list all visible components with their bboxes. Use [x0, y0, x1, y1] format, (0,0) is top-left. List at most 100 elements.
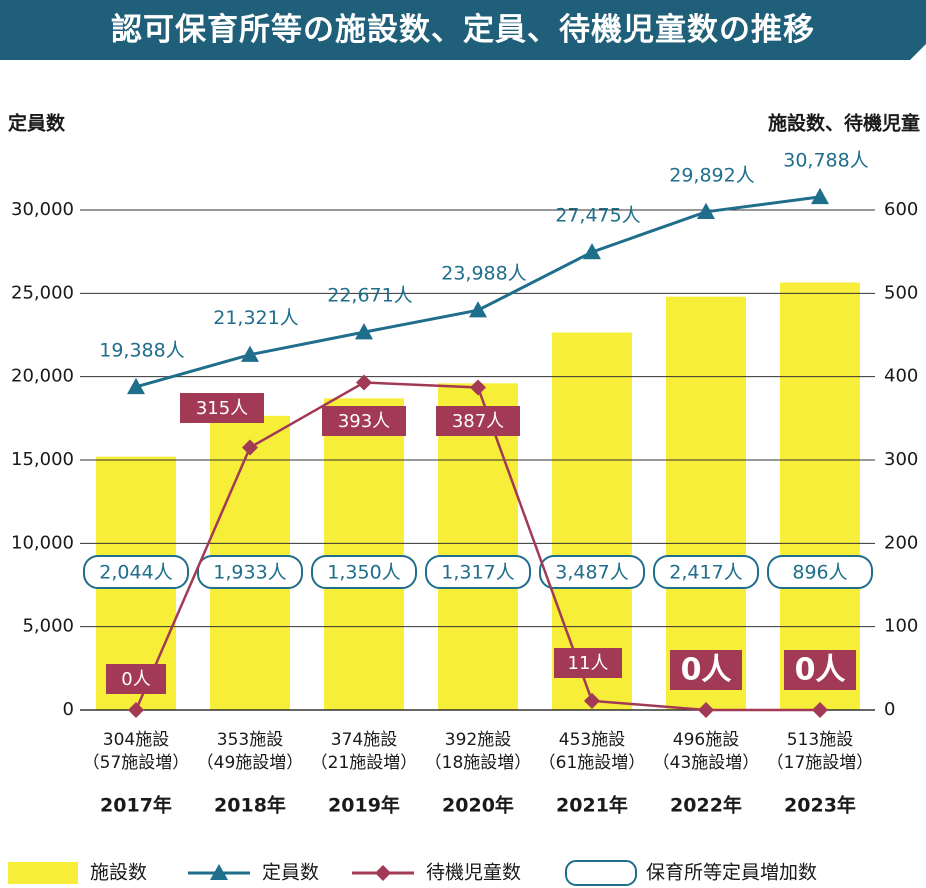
facility-increase-label: （49施設増）	[197, 753, 304, 773]
left-tick-label: 25,000	[11, 282, 74, 303]
bar-facilities-2019年	[324, 398, 404, 710]
left-axis-title: 定員数	[8, 112, 66, 135]
legend-marker-waiting	[375, 865, 391, 881]
left-tick-label: 10,000	[11, 532, 74, 553]
waiting-label-box	[670, 650, 742, 690]
bar-facilities-2021年	[552, 332, 632, 710]
waiting-data-label: 0人	[795, 653, 846, 688]
facility-increase-label: （61施設増）	[539, 753, 646, 773]
capacity-increase-label: 896人	[792, 562, 847, 584]
capacity-increase-box	[83, 555, 189, 589]
waiting-data-label: 11人	[568, 653, 609, 674]
facility-increase-label: （17施設増）	[767, 753, 874, 773]
waiting-point	[812, 702, 828, 718]
waiting-data-label: 0人	[681, 653, 732, 688]
right-tick-label: 0	[884, 699, 895, 720]
legend-swatch-bar	[8, 862, 78, 884]
right-tick-label: 100	[884, 616, 918, 637]
x-tick-label: 2022年	[670, 794, 742, 817]
capacity-increase-box	[539, 555, 645, 589]
x-tick-label: 2023年	[784, 794, 856, 817]
right-tick-label: 400	[884, 366, 918, 387]
capacity-increase-box	[767, 555, 873, 589]
capacity-data-label: 29,892人	[669, 164, 754, 186]
capacity-increase-box	[653, 555, 759, 589]
capacity-data-label: 27,475人	[555, 205, 640, 227]
legend-swatch-increase	[565, 860, 637, 886]
facility-count-label: 513施設	[787, 730, 853, 750]
facility-increase-label: （57施設増）	[83, 753, 190, 773]
chart-title: 認可保育所等の施設数、定員、待機児童数の推移	[111, 12, 815, 48]
capacity-increase-label: 2,044人	[99, 562, 172, 584]
left-tick-label: 30,000	[11, 199, 74, 220]
waiting-data-label: 315人	[196, 398, 248, 419]
x-tick-label: 2020年	[442, 794, 514, 817]
capacity-increase-box	[311, 555, 417, 589]
right-tick-label: 600	[884, 199, 918, 220]
facility-increase-label: （18施設増）	[425, 753, 532, 773]
left-tick-label: 20,000	[11, 366, 74, 387]
waiting-data-label: 0人	[121, 669, 150, 690]
x-tick-label: 2017年	[100, 794, 172, 817]
capacity-point	[127, 377, 145, 395]
legend-label: 定員数	[262, 862, 319, 884]
waiting-point	[356, 374, 372, 391]
waiting-point	[584, 692, 600, 709]
waiting-point	[242, 439, 258, 456]
waiting-label-box	[322, 406, 406, 436]
x-tick-label: 2021年	[556, 794, 628, 817]
facility-count-label: 353施設	[217, 730, 283, 750]
bar-facilities-2020年	[438, 383, 518, 710]
bar-facilities-2023年	[780, 282, 860, 710]
x-tick-label: 2019年	[328, 794, 400, 817]
waiting-label-box	[106, 664, 166, 694]
capacity-increase-label: 1,350人	[327, 562, 400, 584]
facility-count-label: 392施設	[445, 730, 511, 750]
x-tick-label: 2018年	[214, 794, 286, 817]
capacity-increase-label: 3,487人	[555, 562, 628, 584]
capacity-point	[241, 345, 259, 362]
waiting-point	[128, 702, 144, 718]
capacity-data-label: 22,671人	[327, 285, 412, 307]
waiting-point	[698, 702, 714, 718]
title-banner-shape	[0, 0, 926, 60]
legend-marker-capacity	[210, 864, 228, 880]
capacity-data-label: 23,988人	[441, 263, 526, 285]
capacity-increase-label: 1,933人	[213, 562, 286, 584]
capacity-point	[469, 301, 487, 318]
facility-increase-label: （43施設増）	[653, 753, 760, 773]
right-tick-label: 300	[884, 449, 918, 470]
right-axis-title: 施設数、待機児童	[768, 112, 920, 135]
title-banner: 認可保育所等の施設数、定員、待機児童数の推移	[0, 0, 926, 60]
capacity-point	[811, 187, 829, 205]
waiting-label-box	[436, 406, 520, 436]
legend-label: 保育所等定員増加数	[646, 862, 817, 884]
waiting-label-box	[784, 650, 856, 690]
facility-increase-label: （21施設増）	[311, 753, 418, 773]
facility-count-label: 496施設	[673, 730, 739, 750]
facility-count-label: 374施設	[331, 730, 397, 750]
capacity-data-label: 30,788人	[783, 149, 868, 171]
bar-facilities-2022年	[666, 296, 746, 710]
right-tick-label: 500	[884, 282, 918, 303]
left-tick-label: 0	[63, 699, 74, 720]
right-tick-label: 200	[884, 532, 918, 553]
capacity-increase-box	[425, 555, 531, 589]
waiting-data-label: 393人	[338, 411, 390, 432]
legend-label: 待機児童数	[426, 862, 521, 884]
left-tick-label: 5,000	[22, 616, 74, 637]
legend-label: 施設数	[90, 862, 147, 884]
waiting-label-box	[554, 648, 622, 678]
capacity-increase-box	[197, 555, 303, 589]
capacity-data-label: 21,321人	[213, 307, 298, 329]
waiting-point	[470, 379, 486, 396]
capacity-point	[583, 243, 601, 260]
left-tick-label: 15,000	[11, 449, 74, 470]
capacity-increase-label: 2,417人	[669, 562, 742, 584]
capacity-point	[697, 202, 715, 219]
facility-count-label: 453施設	[559, 730, 625, 750]
capacity-point	[355, 323, 373, 340]
capacity-data-label: 19,388人	[99, 339, 184, 361]
waiting-label-box	[180, 393, 264, 423]
